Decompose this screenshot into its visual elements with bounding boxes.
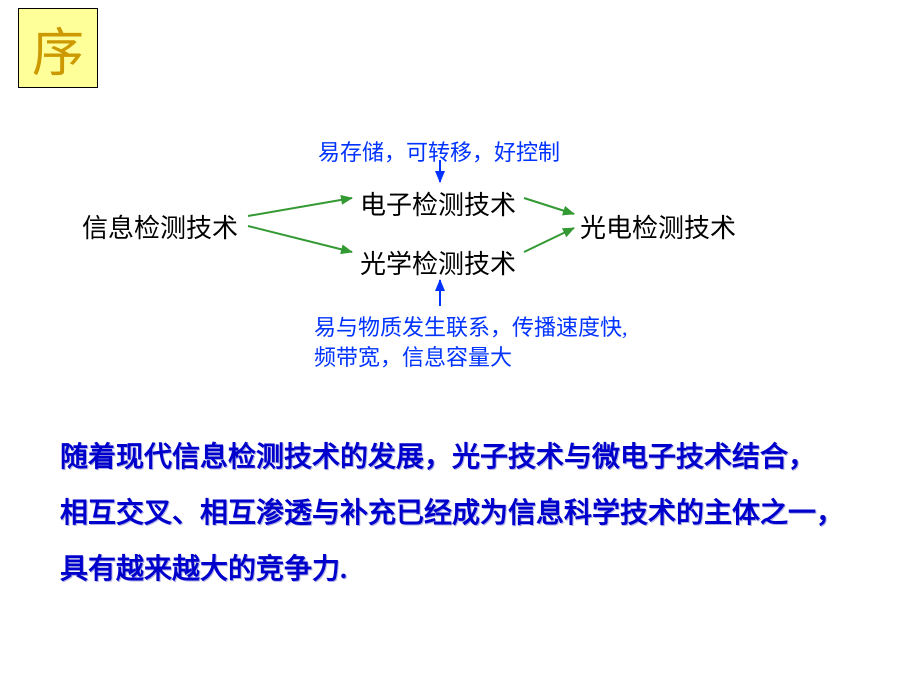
annotation-top: 易存储，可转移，好控制: [318, 135, 560, 167]
annotation-bottom-2: 频带宽，信息容量大: [314, 340, 512, 372]
paragraph-line-2: 相互交叉、相互渗透与补充已经成为信息科学技术的主体之一，: [60, 486, 844, 542]
paragraph-line-1: 随着现代信息检测技术的发展，光子技术与微电子技术结合，: [60, 430, 844, 486]
title-box: 序: [18, 8, 98, 88]
paragraph-line-3: 具有越来越大的竞争力.: [60, 542, 844, 598]
annotation-bottom-1: 易与物质发生联系，传播速度快,: [314, 310, 628, 342]
node-right: 光电检测技术: [580, 208, 736, 245]
paragraph: 随着现代信息检测技术的发展，光子技术与微电子技术结合， 相互交叉、相互渗透与补充…: [60, 430, 844, 598]
node-topmid: 电子检测技术: [360, 185, 516, 222]
node-botmid: 光学检测技术: [360, 244, 516, 281]
node-left: 信息检测技术: [82, 208, 238, 245]
title-text: 序: [32, 11, 84, 86]
